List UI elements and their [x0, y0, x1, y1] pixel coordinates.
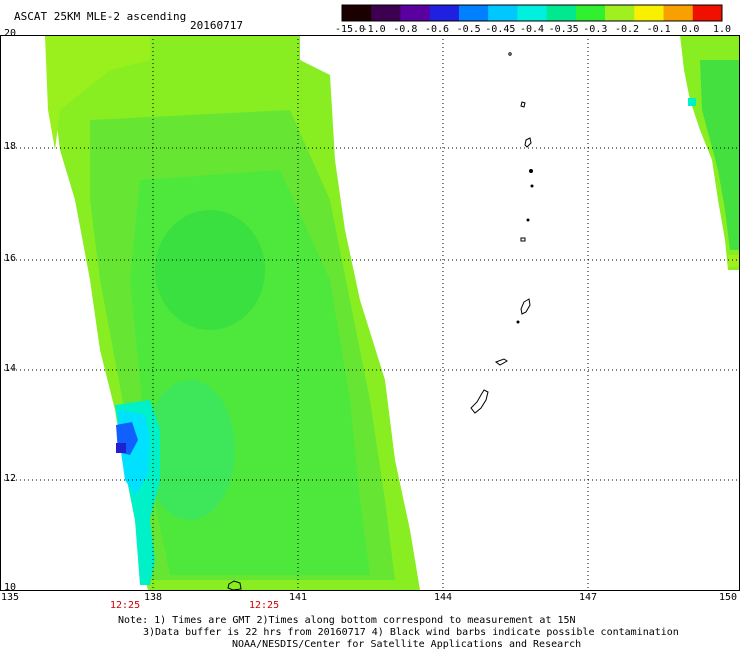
- colorbar-label: -1.0: [361, 24, 386, 35]
- note-line-1: Note: 1) Times are GMT 2)Times along bot…: [118, 615, 576, 626]
- product-date: 20160717: [190, 19, 243, 32]
- colorbar-swatch: [605, 5, 635, 21]
- pass-time-1: 12:25: [110, 600, 141, 611]
- colorbar-swatch: [458, 5, 489, 21]
- colorbar-label: -0.5: [456, 24, 481, 35]
- colorbar-label: -0.2: [614, 24, 640, 35]
- colorbar-label: -0.6: [424, 24, 450, 35]
- note-line-2: 3)Data buffer is 22 hrs from 20160717 4)…: [143, 627, 679, 638]
- colorbar-label: -0.1: [646, 24, 671, 35]
- lon-label-144: 144: [433, 592, 453, 603]
- colorbar-swatch: [517, 5, 548, 21]
- colorbar-label: -0.35: [548, 24, 579, 35]
- colorbar-swatch: [575, 5, 606, 21]
- product-title: ASCAT 25KM MLE-2 ascending: [14, 10, 187, 23]
- colorbar-swatch: [546, 5, 577, 21]
- lon-label-135: 135: [0, 592, 20, 603]
- lon-label-141: 141: [288, 592, 308, 603]
- lat-label-10: 10: [4, 582, 17, 593]
- colorbar-swatch: [488, 5, 518, 21]
- colorbar-swatch: [400, 5, 431, 21]
- lon-label-150: 150: [718, 592, 738, 603]
- colorbar-swatch: [663, 5, 694, 21]
- lon-label-147: 147: [578, 592, 598, 603]
- colorbar-swatch: [342, 5, 372, 21]
- islands: [227, 52, 534, 591]
- lat-label-18: 18: [4, 141, 17, 152]
- swath-right: [680, 35, 740, 270]
- colorbar: [341, 4, 723, 22]
- colorbar-swatch: [429, 5, 460, 21]
- colorbar-label: -0.45: [485, 24, 516, 35]
- lat-label-20: 20: [4, 28, 17, 39]
- pass-time-2: 12:25: [249, 600, 280, 611]
- colorbar-label: 1.0: [712, 24, 732, 35]
- colorbar-swatch: [634, 5, 665, 21]
- colorbar-label: -15.0: [334, 24, 366, 35]
- colorbar-label: -0.3: [583, 24, 608, 35]
- note-line-3: NOAA/NESDIS/Center for Satellite Applica…: [232, 639, 582, 650]
- lon-label-138: 138: [143, 592, 163, 603]
- swath-main: [45, 35, 420, 590]
- lat-label-16: 16: [4, 253, 17, 264]
- colorbar-label: -0.4: [519, 24, 545, 35]
- colorbar-label: 0.0: [681, 24, 700, 35]
- colorbar-label: -0.8: [393, 24, 418, 35]
- colorbar-swatch: [371, 5, 401, 21]
- colorbar-swatch: [692, 5, 723, 21]
- lat-label-12: 12: [4, 473, 17, 484]
- grid: [0, 35, 740, 590]
- lat-label-14: 14: [4, 363, 17, 374]
